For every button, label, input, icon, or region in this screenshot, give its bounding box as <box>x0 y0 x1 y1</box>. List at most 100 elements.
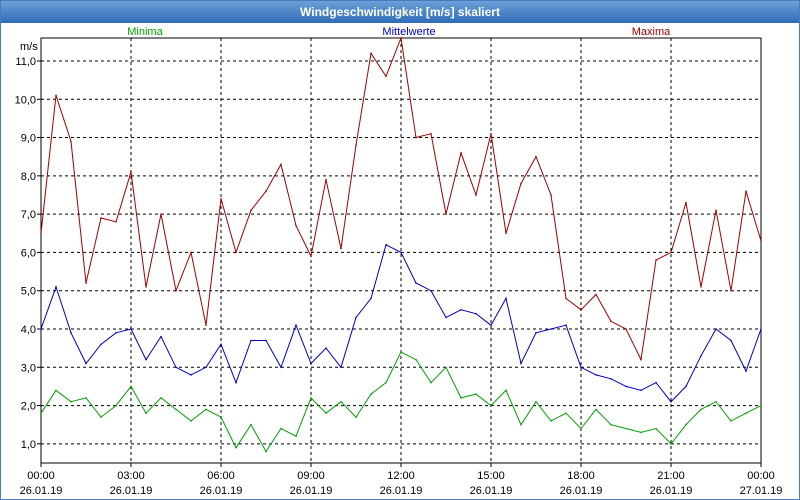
data-point <box>160 213 162 215</box>
data-point <box>520 423 522 426</box>
data-point <box>550 194 552 196</box>
data-point <box>610 320 612 323</box>
y-tick-label: 9,0 <box>21 133 36 145</box>
y-tick-label: 10,0 <box>15 94 36 106</box>
y-tick-label: 6,0 <box>21 247 36 259</box>
data-point <box>460 397 462 399</box>
data-point <box>460 152 462 154</box>
data-point <box>40 328 42 330</box>
data-point <box>265 190 267 192</box>
data-point <box>400 37 402 39</box>
data-point <box>370 52 372 55</box>
x-tick-date: 26.01.19 <box>200 485 243 497</box>
data-point <box>445 213 447 215</box>
data-point <box>760 404 762 407</box>
x-tick-date: 26.01.19 <box>470 485 513 497</box>
data-point <box>475 312 477 315</box>
x-tick-date: 26.01.19 <box>110 485 153 497</box>
y-tick-label: 2,0 <box>21 401 36 413</box>
data-point <box>595 374 597 376</box>
data-point <box>205 324 207 326</box>
data-point <box>295 224 297 227</box>
data-point <box>85 282 87 284</box>
data-point <box>235 446 237 449</box>
data-point <box>685 201 687 204</box>
data-point <box>745 412 747 415</box>
data-point <box>190 374 192 376</box>
data-point <box>310 397 312 399</box>
data-point <box>625 328 627 330</box>
data-point <box>100 217 102 219</box>
y-tick-label: 5,0 <box>21 286 36 298</box>
data-point <box>610 423 612 426</box>
data-point <box>640 358 642 361</box>
x-tick-time: 18:00 <box>567 470 595 482</box>
data-point <box>115 220 117 223</box>
x-tick-time: 15:00 <box>477 470 505 482</box>
data-point <box>325 412 327 415</box>
x-tick-time: 12:00 <box>387 470 415 482</box>
data-point <box>295 324 297 326</box>
data-point <box>100 416 102 418</box>
data-point <box>685 385 687 388</box>
data-point <box>220 343 222 346</box>
data-point <box>640 431 642 434</box>
data-point <box>385 381 387 384</box>
x-tick-date: 26.01.19 <box>20 485 63 497</box>
data-point <box>400 251 402 254</box>
data-point <box>370 297 372 300</box>
x-tick-time: 03:00 <box>117 470 145 482</box>
data-point <box>520 362 522 365</box>
x-tick-date: 27.01.19 <box>740 485 783 497</box>
data-point <box>430 132 432 135</box>
data-point <box>610 377 612 380</box>
data-point <box>490 324 492 326</box>
data-point <box>115 332 117 334</box>
data-point <box>175 366 177 369</box>
data-point <box>70 400 72 403</box>
data-point <box>745 190 747 192</box>
data-point <box>460 309 462 311</box>
data-point <box>220 416 222 418</box>
y-tick-label: 11,0 <box>15 56 36 68</box>
data-point <box>700 354 702 357</box>
data-point <box>595 408 597 411</box>
data-point <box>430 289 432 292</box>
data-point <box>730 339 732 342</box>
data-point <box>40 232 42 235</box>
data-point <box>145 358 147 361</box>
data-point <box>415 358 417 361</box>
data-point <box>415 282 417 284</box>
data-point <box>580 427 582 430</box>
data-point <box>370 393 372 395</box>
data-point <box>565 297 567 300</box>
data-point <box>550 420 552 422</box>
data-point <box>655 381 657 384</box>
data-point <box>265 450 267 453</box>
data-point <box>745 370 747 372</box>
data-point <box>250 209 252 212</box>
data-point <box>160 397 162 399</box>
data-point <box>415 136 417 139</box>
data-point <box>715 328 717 330</box>
data-point <box>160 335 162 338</box>
data-point <box>190 251 192 254</box>
data-point <box>670 400 672 403</box>
data-point <box>520 182 522 185</box>
data-point <box>445 366 447 369</box>
x-tick-time: 09:00 <box>297 470 325 482</box>
data-point <box>40 412 42 415</box>
data-point <box>310 362 312 365</box>
data-point <box>400 351 402 353</box>
data-point <box>625 385 627 388</box>
data-point <box>175 408 177 411</box>
data-point <box>355 144 357 147</box>
data-point <box>85 397 87 399</box>
data-point <box>760 328 762 330</box>
y-axis-label: m/s <box>20 41 38 53</box>
data-point <box>760 240 762 242</box>
data-point <box>85 362 87 365</box>
data-point <box>70 140 72 143</box>
data-point <box>550 328 552 330</box>
